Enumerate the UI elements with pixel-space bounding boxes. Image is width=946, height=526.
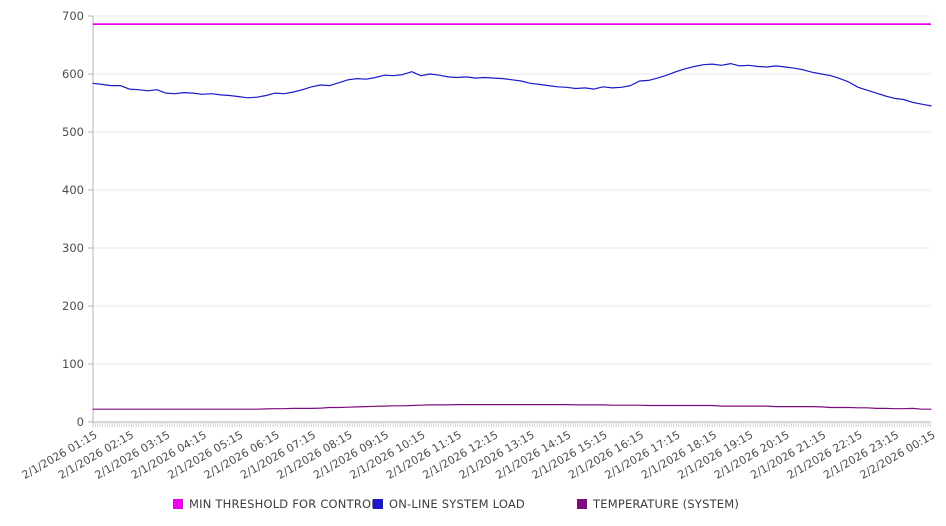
svg-text:100: 100 — [62, 357, 84, 371]
legend-label-min-threshold: MIN THRESHOLD FOR CONTROL — [189, 497, 378, 511]
legend-item-system-load[interactable]: ON-LINE SYSTEM LOAD — [373, 497, 577, 511]
min-threshold-swatch-icon — [173, 499, 183, 509]
svg-text:0: 0 — [77, 415, 84, 429]
legend-item-temperature[interactable]: TEMPERATURE (SYSTEM) — [577, 497, 739, 511]
legend-label-temperature: TEMPERATURE (SYSTEM) — [593, 497, 740, 511]
svg-text:500: 500 — [62, 125, 84, 139]
legend-label-system-load: ON-LINE SYSTEM LOAD — [389, 497, 525, 511]
svg-text:300: 300 — [62, 241, 84, 255]
chart-legend: MIN THRESHOLD FOR CONTROL ON-LINE SYSTEM… — [173, 497, 739, 511]
temperature-swatch-icon — [577, 499, 587, 509]
system-load-swatch-icon — [373, 499, 383, 509]
svg-text:200: 200 — [62, 299, 84, 313]
svg-text:400: 400 — [62, 183, 84, 197]
svg-text:700: 700 — [62, 9, 84, 23]
svg-text:600: 600 — [62, 67, 84, 81]
legend-item-min-threshold[interactable]: MIN THRESHOLD FOR CONTROL — [173, 497, 378, 511]
